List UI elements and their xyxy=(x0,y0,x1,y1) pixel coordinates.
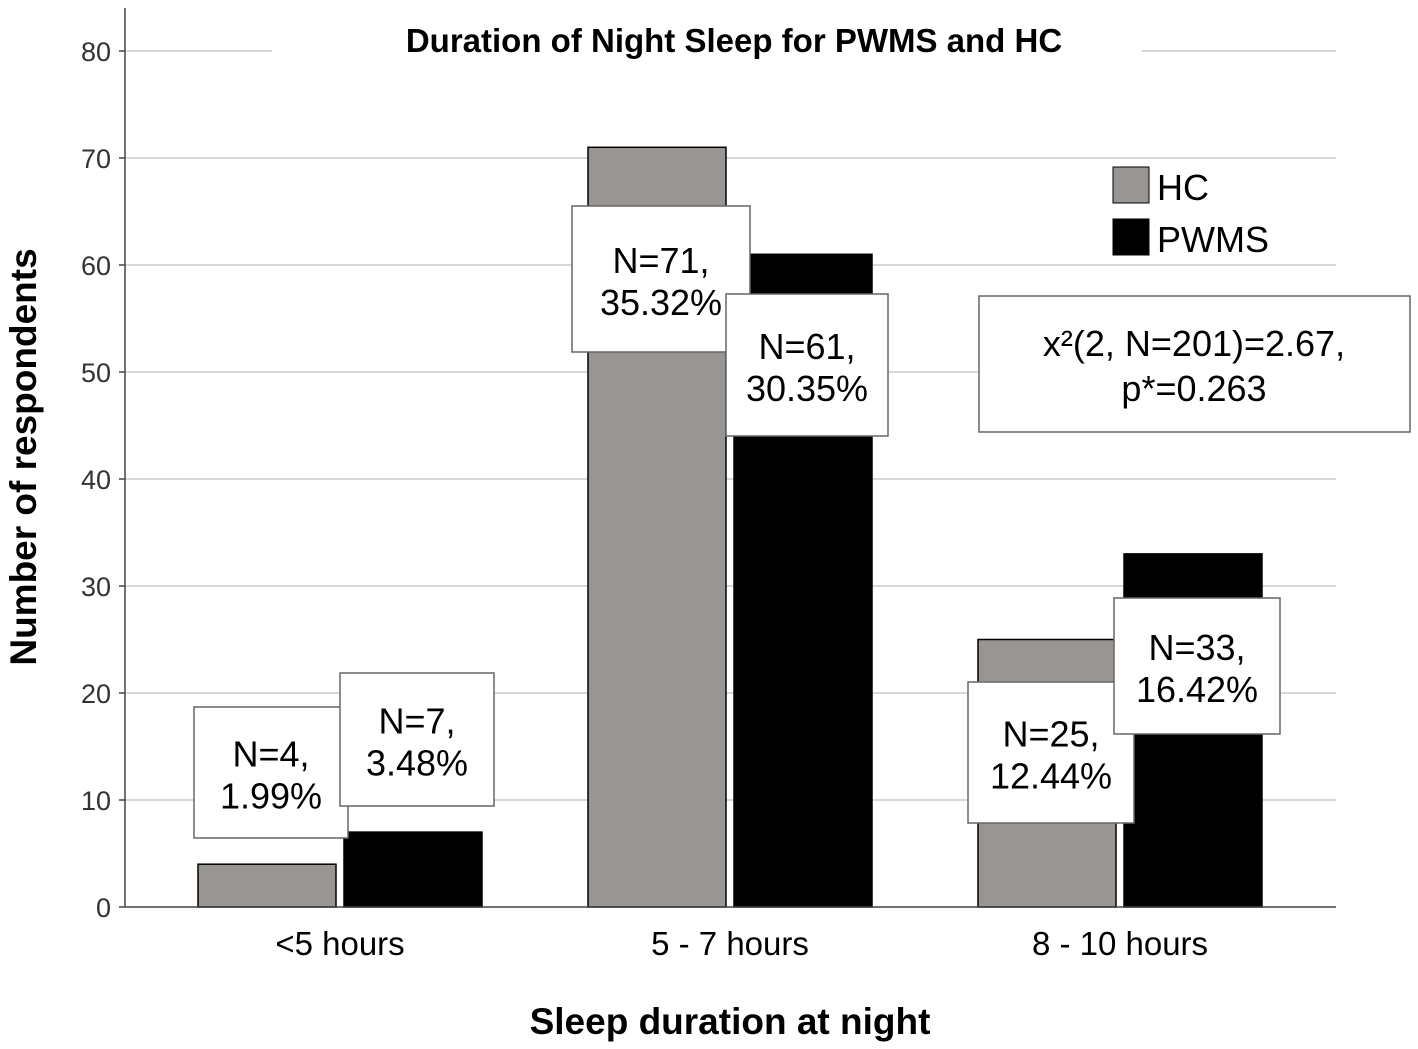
data-label-percent: 1.99% xyxy=(220,776,322,817)
x-category-label: <5 hours xyxy=(275,925,404,962)
x-category-label: 8 - 10 hours xyxy=(1032,925,1208,962)
y-tick-label: 0 xyxy=(96,893,111,923)
y-tick-label: 50 xyxy=(81,358,111,388)
y-tick-label: 10 xyxy=(81,786,111,816)
y-tick-label: 30 xyxy=(81,572,111,602)
data-label-box xyxy=(193,706,349,839)
x-axis-categories: <5 hours 5 - 7 hours 8 - 10 hours xyxy=(275,925,1208,962)
data-label-box xyxy=(1113,597,1281,735)
bar-pwms xyxy=(343,831,483,908)
data-label-percent: 12.44% xyxy=(990,756,1112,797)
data-label-count: N=7, xyxy=(378,701,455,742)
data-label-count: N=61, xyxy=(758,326,855,367)
data-label-box xyxy=(571,205,751,353)
data-label-count: N=4, xyxy=(232,734,309,775)
data-label-count: N=33, xyxy=(1148,627,1245,668)
data-label-percent: 35.32% xyxy=(600,282,722,323)
legend-swatch-pwms xyxy=(1112,218,1150,256)
y-axis-ticks: 0 10 20 30 40 50 60 70 80 xyxy=(81,37,125,923)
data-label-percent: 3.48% xyxy=(366,743,468,784)
legend: HC PWMS xyxy=(1112,166,1269,260)
y-tick-label: 80 xyxy=(81,37,111,67)
axes xyxy=(124,8,1336,908)
y-tick-label: 70 xyxy=(81,144,111,174)
legend-swatch-hc xyxy=(1112,166,1150,204)
y-tick-label: 40 xyxy=(81,465,111,495)
legend-label-hc: HC xyxy=(1157,167,1209,208)
x-category-label: 5 - 7 hours xyxy=(651,925,809,962)
x-axis-title: Sleep duration at night xyxy=(530,1001,931,1042)
data-label-percent: 16.42% xyxy=(1136,669,1258,710)
legend-label-pwms: PWMS xyxy=(1157,219,1269,260)
y-tick-label: 20 xyxy=(81,679,111,709)
statistic-line-2: p*=0.263 xyxy=(1121,368,1266,409)
title-background xyxy=(272,24,1142,74)
data-label-box xyxy=(339,672,495,807)
statistic-annotation: x²(2, N=201)=2.67, p*=0.263 xyxy=(978,295,1411,433)
data-label-box xyxy=(967,681,1135,824)
statistic-line-1: x²(2, N=201)=2.67, xyxy=(1043,323,1345,364)
data-label-percent: 30.35% xyxy=(746,368,868,409)
y-axis-title: Number of respondents xyxy=(3,248,44,665)
bar-hc xyxy=(197,863,337,908)
chart-title: Duration of Night Sleep for PWMS and HC xyxy=(406,22,1062,59)
y-tick-label: 60 xyxy=(81,251,111,281)
statistic-box xyxy=(978,295,1411,433)
data-label-count: N=71, xyxy=(612,240,709,281)
data-label-count: N=25, xyxy=(1002,714,1099,755)
data-label-box xyxy=(725,293,889,437)
bar-labels: N=4,1.99% N=71,35.32% N=25,12.44% N=7,3.48%… xyxy=(193,205,1281,839)
